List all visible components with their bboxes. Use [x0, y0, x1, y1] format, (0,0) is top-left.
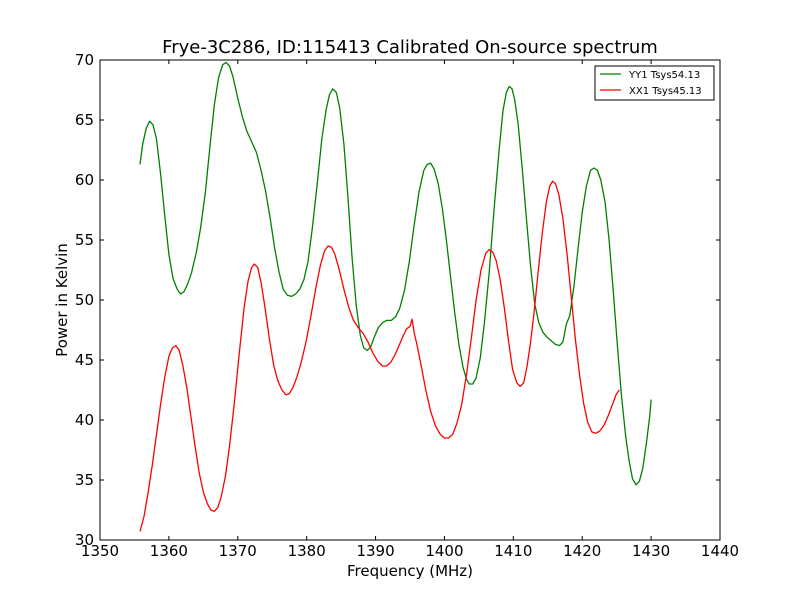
- legend-label-xx1: XX1 Tsys45.13: [629, 86, 702, 97]
- x-tick-label: 1400: [425, 542, 463, 560]
- y-tick-label: 70: [75, 51, 94, 69]
- y-tick-label: 35: [75, 471, 94, 489]
- x-tick-label: 1440: [701, 542, 739, 560]
- x-tick-label: 1370: [219, 542, 257, 560]
- series-line-xx1: [139, 180, 620, 532]
- y-tick-label: 60: [75, 171, 94, 189]
- legend-box: [594, 65, 715, 101]
- y-tick-label: 30: [75, 531, 94, 549]
- chart-title: Frye-3C286, ID:115413 Calibrated On-sour…: [162, 37, 658, 58]
- y-tick-label: 50: [75, 291, 94, 309]
- ticks-layer: 1350 1360 1370 1380 1390 1400 1410 1420 1430 1440…: [75, 51, 739, 560]
- x-axis-label: Frequency (MHz): [347, 562, 473, 580]
- series-layer: [139, 61, 652, 532]
- x-tick-label: 1380: [288, 542, 326, 560]
- x-tick-label: 1420: [563, 542, 601, 560]
- legend-label-yy1: YY1 Tsys54.13: [628, 70, 700, 81]
- legend: YY1 Tsys54.13 XX1 Tsys45.13: [594, 65, 715, 101]
- y-tick-label: 40: [75, 411, 94, 429]
- y-tick-label: 65: [75, 111, 94, 129]
- y-tick-label: 45: [75, 351, 94, 369]
- x-tick-label: 1430: [632, 542, 670, 560]
- y-axis-label: Power in Kelvin: [53, 243, 71, 357]
- x-tick-label: 1390: [356, 542, 394, 560]
- x-tick-label: 1350: [81, 542, 119, 560]
- plot-area: 1350 1360 1370 1380 1390 1400 1410 1420 1430 1440…: [75, 51, 739, 560]
- x-tick-label: 1360: [150, 542, 188, 560]
- y-tick-label: 55: [75, 231, 94, 249]
- x-tick-label: 1410: [494, 542, 532, 560]
